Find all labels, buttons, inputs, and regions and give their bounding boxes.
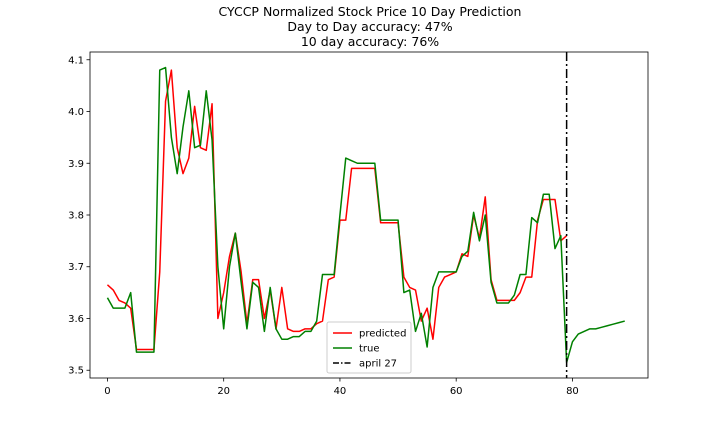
y-tick-label: 3.9 — [68, 159, 84, 170]
y-axis: 3.5 3.6 3.7 3.8 3.9 4.0 4.1 — [68, 55, 90, 377]
legend-label-predicted: predicted — [359, 329, 406, 340]
series-line-predicted — [106, 69, 568, 351]
legend-box — [326, 321, 412, 374]
title-line-1: CYCCP Normalized Stock Price 10 Day Pred… — [218, 4, 522, 19]
y-tick-label: 4.1 — [68, 55, 84, 66]
x-tick-label: 40 — [334, 386, 347, 397]
y-tick-label: 4.0 — [68, 107, 84, 118]
x-tick-label: 20 — [217, 386, 230, 397]
y-tick-label: 3.6 — [68, 314, 84, 325]
x-tick-label: 80 — [566, 386, 579, 397]
y-tick-label: 3.5 — [68, 366, 84, 377]
x-tick-label: 60 — [450, 386, 463, 397]
title-line-2: Day to Day accuracy: 47% — [287, 19, 453, 34]
x-axis: 0 20 40 60 80 — [104, 378, 579, 397]
y-tick-label: 3.7 — [68, 262, 84, 273]
title-line-3: 10 day accuracy: 76% — [300, 34, 440, 49]
legend: predicted true april 27 — [326, 321, 412, 374]
series-line-true — [106, 66, 625, 364]
y-tick-label: 3.8 — [68, 211, 84, 222]
series-layer — [106, 66, 625, 364]
chart-title: CYCCP Normalized Stock Price 10 Day Pred… — [0, 4, 720, 49]
x-tick-label: 0 — [104, 386, 110, 397]
legend-label-true: true — [359, 344, 380, 355]
legend-label-april-27: april 27 — [359, 359, 397, 370]
